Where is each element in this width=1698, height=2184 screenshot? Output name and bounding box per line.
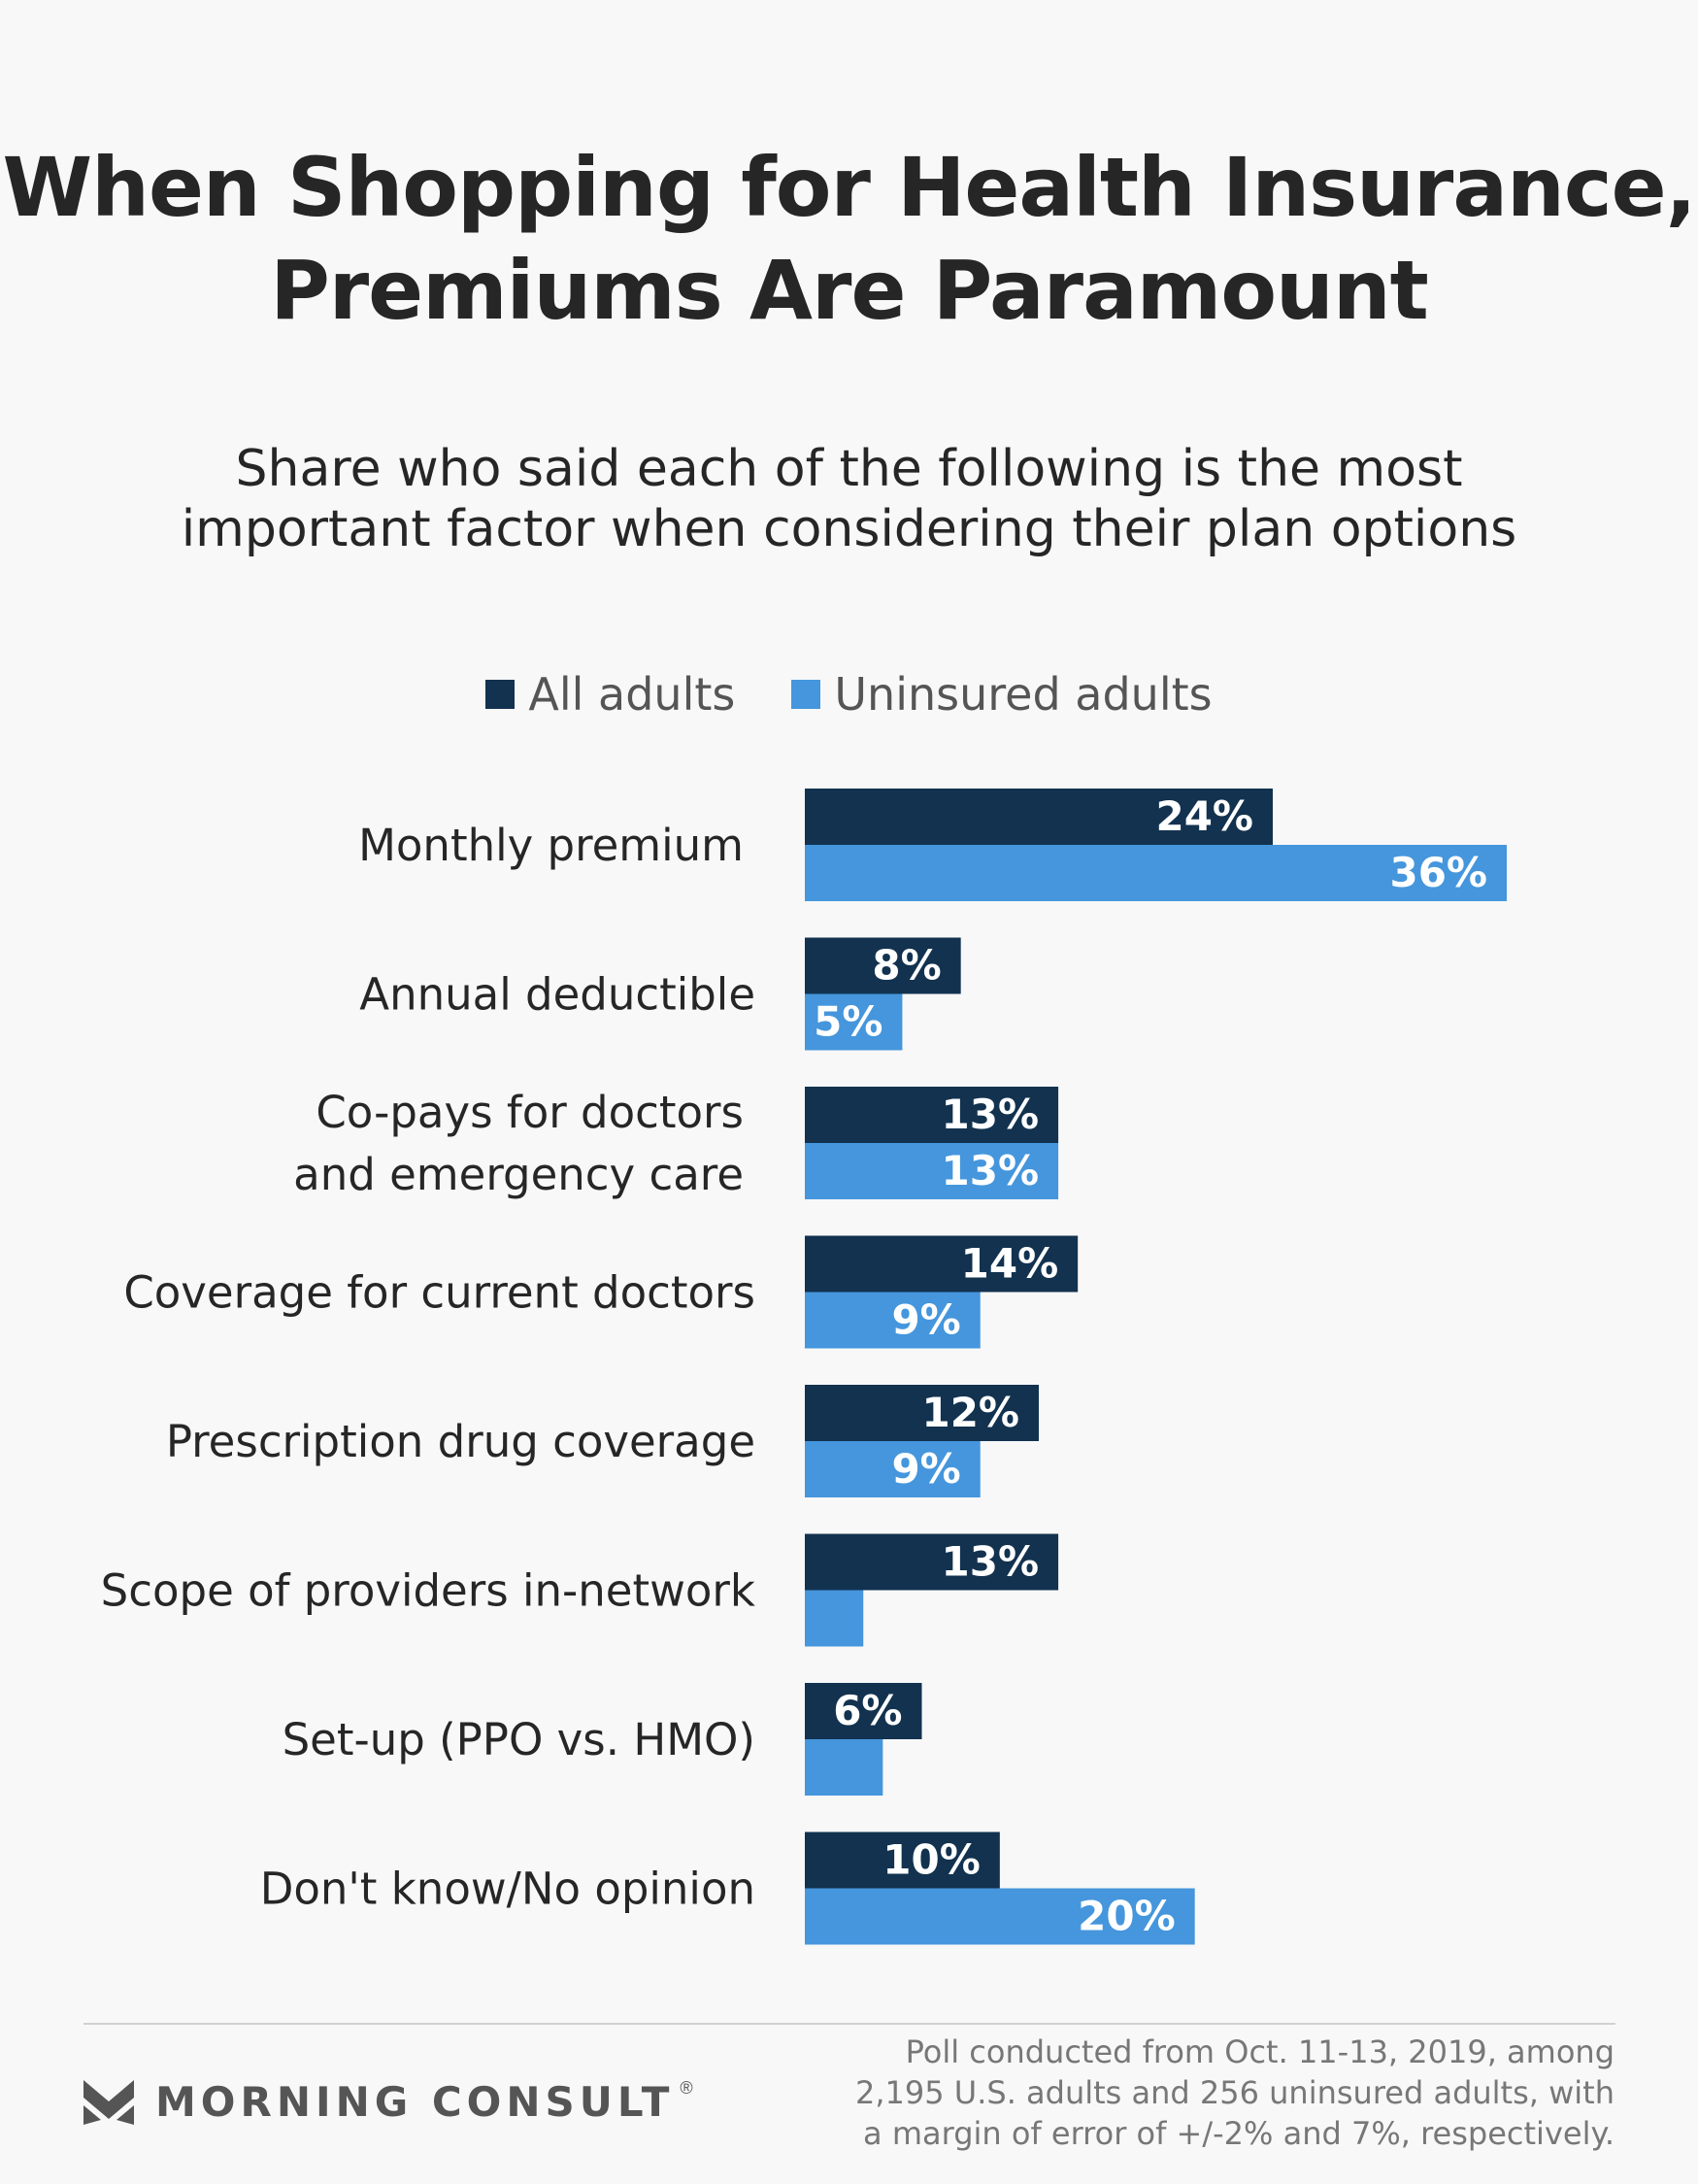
bar-value-label: 13% (942, 1147, 1040, 1194)
chart-subtitle-line: Share who said each of the following is … (235, 440, 1463, 498)
legend-item-all-adults: All adults (485, 668, 735, 721)
bar-value-label: 13% (942, 1091, 1040, 1138)
bar-uninsured-adults (805, 993, 903, 1051)
bar-all-adults (805, 937, 961, 994)
bar-value-label: 36% (1389, 849, 1487, 896)
bar-all-adults (805, 1235, 1079, 1293)
morning-consult-logo-icon (83, 2079, 134, 2125)
category-label: Set-up (PPO vs. HMO) (283, 1714, 755, 1765)
brand-logo: MORNING CONSULT ® (83, 2078, 693, 2126)
category-label: Co-pays for doctors (316, 1087, 744, 1138)
bar-value-label: 10% (882, 1836, 981, 1884)
chart-title-line: Premiums Are Paramount (270, 243, 1429, 338)
bar-value-label: 5% (814, 998, 882, 1046)
bar-value-label: 8% (872, 942, 941, 990)
bar-value-label: 6% (833, 1687, 902, 1734)
category-label: Don't know/No opinion (260, 1864, 755, 1915)
legend-label: Uninsured adults (834, 668, 1213, 721)
bar-uninsured-adults (805, 1739, 883, 1796)
category-label: Annual deductible (359, 969, 755, 1021)
legend-swatch-uninsured-adults (791, 680, 821, 709)
category-label: Coverage for current doctors (123, 1267, 755, 1319)
bar-value-label: 13% (942, 1538, 1040, 1586)
chart-legend: All adults Uninsured adults (0, 668, 1698, 721)
footnote-line: Poll conducted from Oct. 11-13, 2019, am… (905, 2033, 1615, 2070)
bar-all-adults (805, 1683, 922, 1739)
footer-divider (83, 2023, 1615, 2025)
bar-value-label: 20% (1078, 1893, 1176, 1940)
chart-title: When Shopping for Health Insurance, Prem… (0, 136, 1698, 342)
chart-title-line: When Shopping for Health Insurance, (2, 140, 1696, 235)
category-label: and emergency care (293, 1149, 744, 1200)
brand-name: MORNING CONSULT (155, 2078, 675, 2126)
bar-all-adults (805, 1385, 1039, 1441)
bar-uninsured-adults (805, 1143, 1059, 1199)
brand-registered-mark: ® (680, 2078, 693, 2098)
category-label: Monthly premium (358, 820, 744, 871)
bar-uninsured-adults (805, 1292, 981, 1349)
chart-subtitle-line: important factor when considering their … (181, 500, 1517, 558)
bar-all-adults (805, 1533, 1059, 1591)
bar-all-adults (805, 1831, 1000, 1889)
bar-value-label: 9% (891, 1445, 960, 1493)
footnote-line: a margin of error of +/-2% and 7%, respe… (863, 2115, 1615, 2152)
bar-value-label: 9% (891, 1296, 960, 1344)
bar-value-label: 14% (961, 1240, 1059, 1288)
footnote-line: 2,195 U.S. adults and 256 uninsured adul… (855, 2074, 1615, 2111)
footnote: Poll conducted from Oct. 11-13, 2019, am… (741, 2032, 1615, 2154)
legend-label: All adults (528, 668, 736, 721)
bar-all-adults (805, 789, 1273, 845)
bar-value-label: 24% (1155, 792, 1253, 840)
bar-uninsured-adults (805, 1888, 1195, 1945)
legend-item-uninsured-adults: Uninsured adults (791, 668, 1213, 721)
category-label: Prescription drug coverage (166, 1416, 755, 1467)
legend-swatch-all-adults (485, 680, 516, 709)
bar-all-adults (805, 1087, 1059, 1143)
chart-subtitle: Share who said each of the following is … (0, 439, 1698, 559)
bar-uninsured-adults (805, 1441, 981, 1497)
bar-uninsured-adults (805, 845, 1507, 901)
category-label: Scope of providers in-network (101, 1565, 755, 1617)
bar-uninsured-adults (805, 1590, 864, 1647)
bar-value-label: 12% (921, 1389, 1019, 1436)
